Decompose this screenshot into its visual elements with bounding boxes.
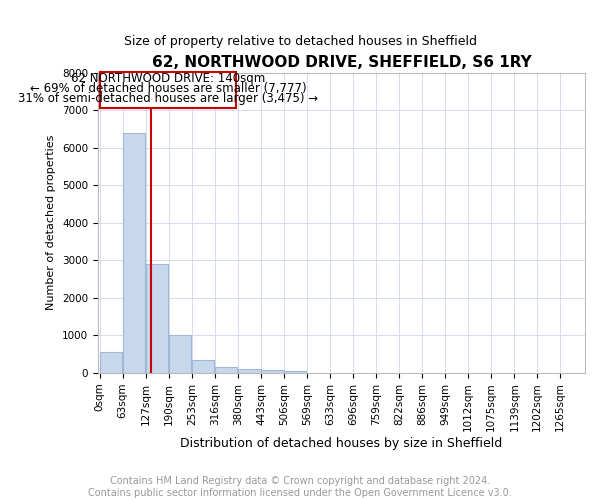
- Bar: [284, 372, 307, 373]
- Y-axis label: Number of detached properties: Number of detached properties: [46, 135, 56, 310]
- Bar: [262, 370, 284, 373]
- Text: 62 NORTHWOOD DRIVE: 140sqm: 62 NORTHWOOD DRIVE: 140sqm: [71, 72, 265, 85]
- Bar: [192, 360, 214, 373]
- Bar: [238, 369, 260, 373]
- Text: Contains HM Land Registry data © Crown copyright and database right 2024.
Contai: Contains HM Land Registry data © Crown c…: [88, 476, 512, 498]
- Bar: [169, 336, 191, 373]
- Text: 31% of semi-detached houses are larger (3,475) →: 31% of semi-detached houses are larger (…: [18, 92, 319, 106]
- Text: Size of property relative to detached houses in Sheffield: Size of property relative to detached ho…: [124, 35, 476, 48]
- Title: 62, NORTHWOOD DRIVE, SHEFFIELD, S6 1RY: 62, NORTHWOOD DRIVE, SHEFFIELD, S6 1RY: [152, 55, 531, 70]
- Bar: [146, 264, 169, 373]
- Bar: [123, 132, 145, 373]
- Bar: [215, 367, 237, 373]
- X-axis label: Distribution of detached houses by size in Sheffield: Distribution of detached houses by size …: [180, 437, 503, 450]
- Text: ← 69% of detached houses are smaller (7,777): ← 69% of detached houses are smaller (7,…: [30, 82, 307, 95]
- Bar: [100, 352, 122, 373]
- FancyBboxPatch shape: [100, 72, 236, 108]
